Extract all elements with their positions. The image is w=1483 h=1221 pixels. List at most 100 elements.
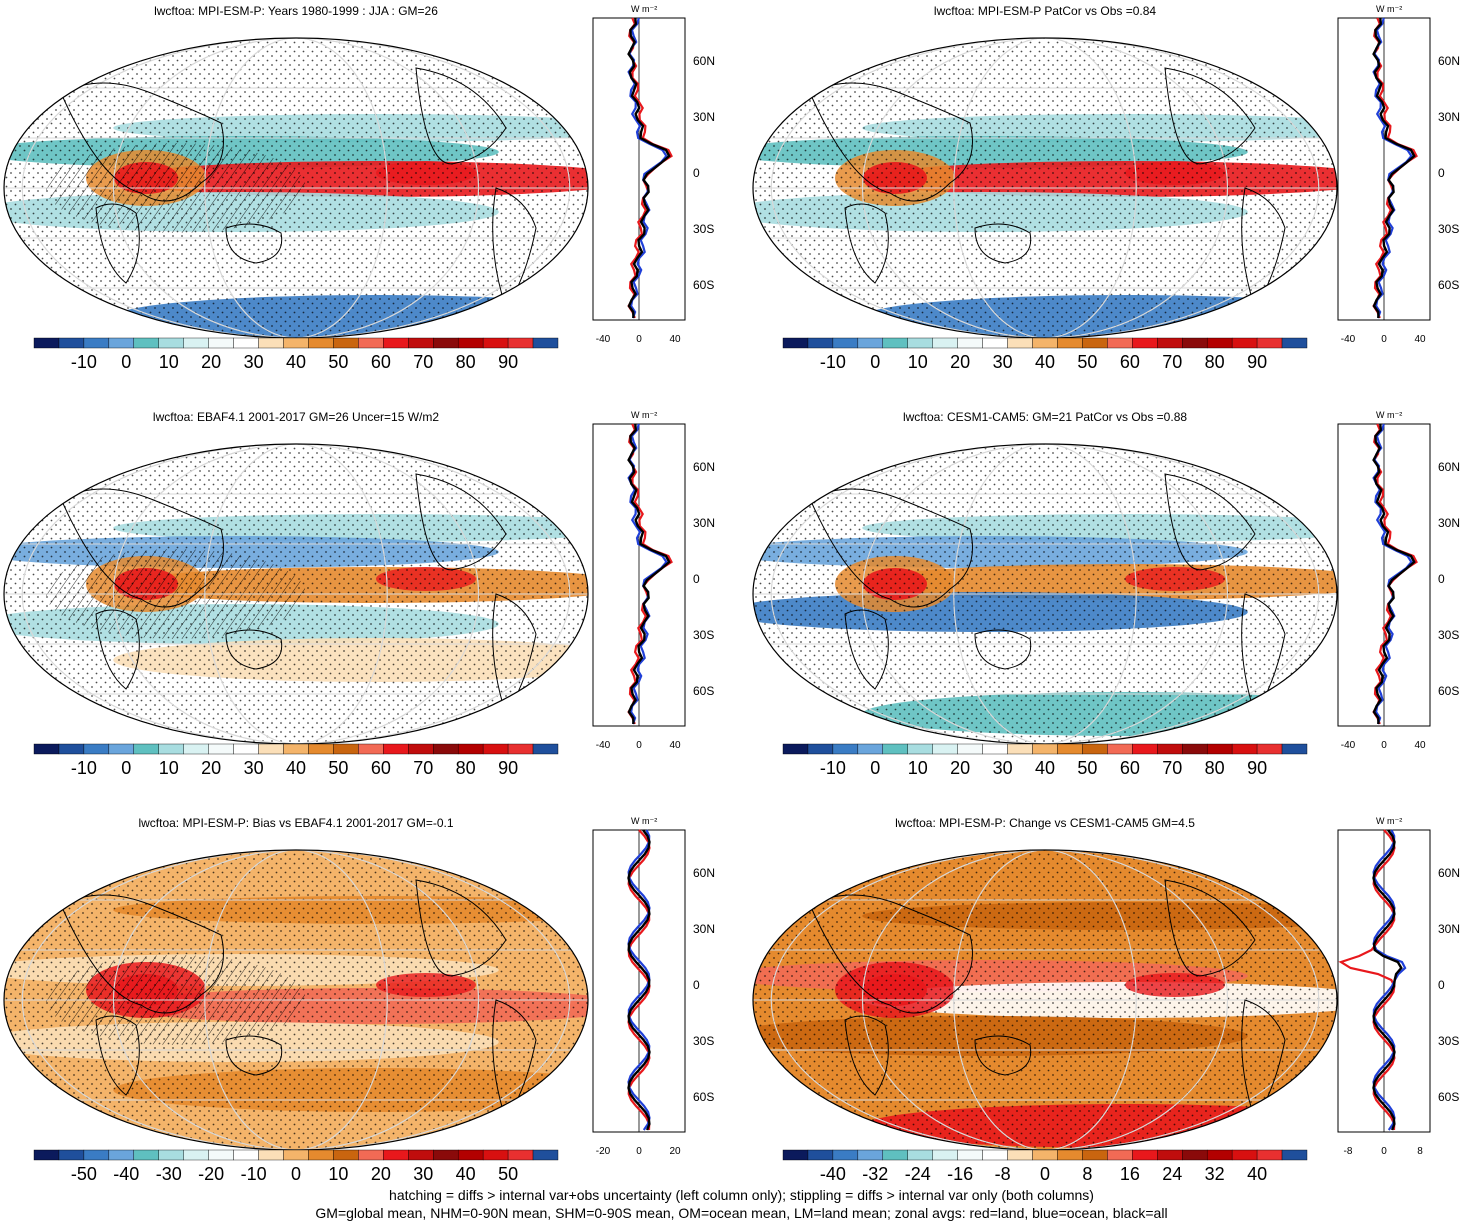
colorbar-swatch [383, 743, 409, 755]
colorbar-label: 30 [992, 352, 1013, 372]
colorbar-label: 30 [413, 1164, 434, 1184]
colorbar-label: 40 [285, 352, 307, 372]
colorbar-swatch [433, 1149, 459, 1161]
colorbar-labels: -10 0 10 20 30 40 50 60 70 80 90 [783, 352, 1307, 376]
colorbar-swatch [308, 1149, 334, 1161]
colorbar-swatch [233, 1149, 259, 1161]
colorbar [782, 743, 1308, 755]
colorbar-label: -10 [70, 352, 97, 372]
colorbar-swatch [383, 1149, 409, 1161]
zonal-series-line [1372, 423, 1416, 725]
colorbar-label: 20 [950, 352, 971, 372]
zonal-mean-plot [592, 829, 686, 1133]
colorbar-swatch [1032, 1149, 1058, 1161]
colorbar-swatch [807, 337, 834, 349]
colorbar-label: 10 [328, 1164, 349, 1184]
colorbar-label: 40 [1034, 352, 1056, 372]
zonal-lat-tick: 60N [693, 866, 716, 880]
colorbar [33, 1149, 559, 1161]
colorbar-swatch [782, 337, 809, 349]
footer-line-2: GM=global mean, NHM=0-90N mean, SHM=0-90… [315, 1205, 1168, 1221]
colorbar-swatch [83, 1149, 110, 1161]
colorbar-swatch [1206, 337, 1233, 349]
colorbar-label: 20 [370, 1164, 391, 1184]
colorbar-swatch [183, 743, 209, 755]
colorbar-label: 40 [285, 758, 307, 778]
colorbar-swatch [1107, 1149, 1133, 1161]
colorbar-swatch [1256, 1149, 1283, 1161]
colorbar-swatch [1206, 743, 1233, 755]
colorbar-swatch [1032, 743, 1058, 755]
colorbar-swatch [158, 1149, 184, 1161]
colorbar-swatch [1256, 743, 1283, 755]
colorbar-label: 10 [907, 758, 928, 778]
colorbar-label: 30 [992, 758, 1013, 778]
colorbar-swatch [408, 337, 434, 349]
colorbar-label: -8 [994, 1164, 1011, 1184]
colorbar-label: 80 [455, 758, 476, 778]
colorbar-swatch [1182, 743, 1208, 755]
colorbar-label: 60 [370, 352, 391, 372]
world-map [752, 37, 1338, 339]
colorbar-swatch [1281, 337, 1308, 349]
colorbar [33, 743, 559, 755]
colorbar-swatch [457, 1149, 484, 1161]
zonal-unit: W m⁻² [631, 816, 658, 826]
colorbar-label: 70 [413, 758, 434, 778]
map-field [753, 38, 1337, 338]
map-field [753, 850, 1337, 1150]
zonal-x-tick: 0 [636, 740, 642, 751]
zonal-mean-plot [1337, 17, 1431, 321]
zonal-lat-tick: 30S [1438, 222, 1460, 236]
zonal-lat-tick: 60S [693, 278, 715, 292]
colorbar-swatch [183, 337, 209, 349]
colorbar-swatch [1231, 1149, 1258, 1161]
colorbar-swatch [1032, 337, 1058, 349]
colorbar-swatch [208, 1149, 234, 1161]
zonal-series-line [1372, 829, 1403, 1131]
colorbar-swatch [507, 743, 534, 755]
colorbar-label: 10 [907, 352, 928, 372]
zonal-x-tick: 40 [669, 740, 681, 751]
colorbar-swatch [1107, 337, 1133, 349]
colorbar-swatch [1206, 1149, 1233, 1161]
colorbar-swatch [1057, 337, 1083, 349]
colorbar-swatch [832, 1149, 859, 1161]
colorbar-swatch [507, 1149, 534, 1161]
colorbar-swatch [333, 743, 359, 755]
colorbar-label: 50 [1077, 352, 1098, 372]
colorbar-label: 60 [1119, 352, 1140, 372]
colorbar-swatch [358, 743, 384, 755]
zonal-x-tick: 20 [669, 1146, 681, 1157]
colorbar-swatch [408, 1149, 434, 1161]
colorbar-label: 10 [158, 352, 179, 372]
colorbar-swatch [83, 337, 110, 349]
zonal-lat-tick: 0 [1438, 978, 1445, 992]
colorbar-label: 50 [328, 758, 349, 778]
zonal-x-tick: 0 [1381, 334, 1387, 345]
colorbar-swatch [1281, 743, 1308, 755]
world-map [3, 849, 589, 1151]
colorbar-swatch [33, 337, 60, 349]
colorbar-swatch [308, 743, 334, 755]
map-title: lwcftoa: MPI-ESM-P: Bias vs EBAF4.1 2001… [138, 816, 454, 830]
map-field [4, 38, 588, 338]
colorbar-swatch [33, 743, 60, 755]
colorbar-label: -10 [819, 758, 846, 778]
zonal-lat-tick: 30S [693, 222, 715, 236]
colorbar-swatch [1281, 1149, 1308, 1161]
colorbar-swatch [882, 1149, 908, 1161]
colorbar-swatch [133, 337, 159, 349]
world-map [752, 849, 1338, 1151]
colorbar-label: -40 [819, 1164, 846, 1184]
panel-4: lwcftoa: CESM1-CAM5: GM=21 PatCor vs Obs… [745, 406, 1483, 806]
colorbar-swatch [1231, 337, 1258, 349]
panel-3: lwcftoa: EBAF4.1 2001-2017 GM=26 Uncer=1… [0, 406, 740, 806]
colorbar-swatch [482, 1149, 509, 1161]
colorbar-label: -10 [240, 1164, 267, 1184]
panel-6: lwcftoa: MPI-ESM-P: Change vs CESM1-CAM5… [745, 812, 1483, 1212]
colorbar-swatch [358, 1149, 384, 1161]
map-field [4, 850, 588, 1150]
colorbar-swatch [1256, 337, 1283, 349]
zonal-lat-tick: 30N [693, 110, 716, 124]
